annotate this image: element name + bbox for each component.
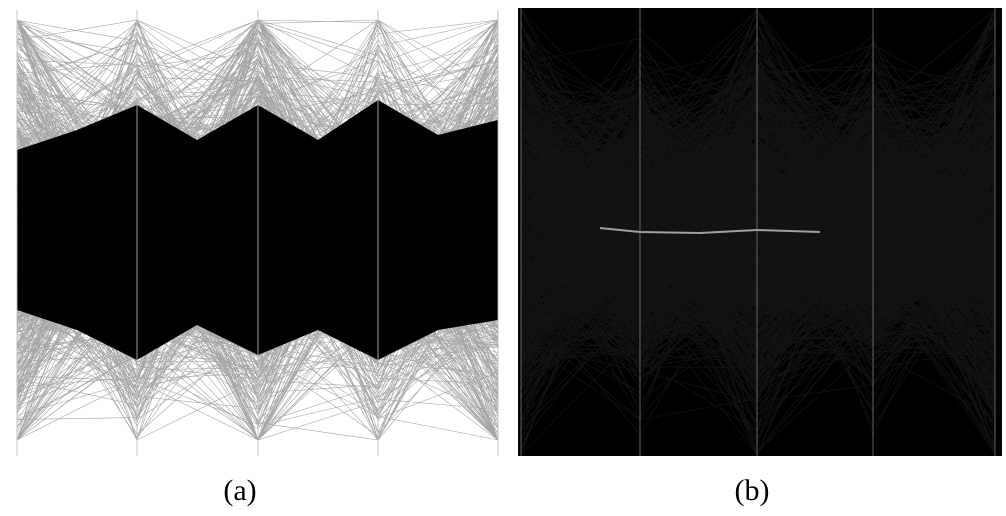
- panel-b-highlight: [599, 227, 821, 235]
- panel-a-caption: (a): [223, 474, 256, 507]
- panel-b: [518, 8, 1002, 456]
- panel-b-background: [518, 8, 1002, 456]
- panel-a: [15, 10, 501, 456]
- panel-b-caption: (b): [735, 474, 770, 507]
